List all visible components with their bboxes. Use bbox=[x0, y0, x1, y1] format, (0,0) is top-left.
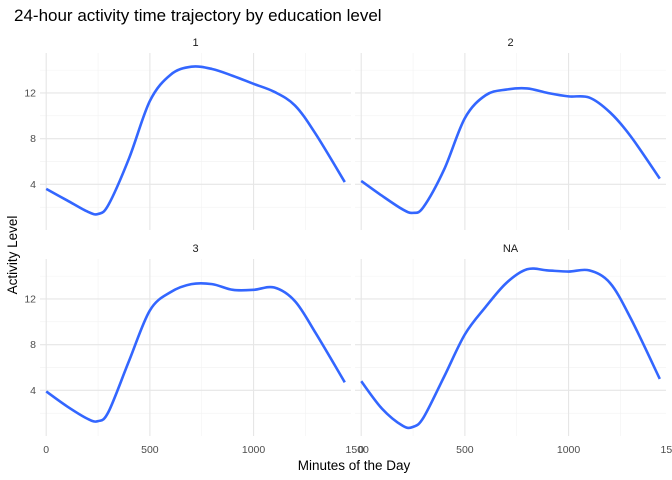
x-axis-title: Minutes of the Day bbox=[298, 458, 411, 473]
facet-label-2: 2 bbox=[507, 37, 513, 49]
x-tick-label: 1000 bbox=[242, 444, 266, 456]
series-line-2 bbox=[360, 86, 661, 215]
series-line-1 bbox=[45, 65, 346, 216]
facet-label-3: 3 bbox=[192, 243, 198, 255]
x-tick-label: 0 bbox=[43, 444, 49, 456]
y-tick-label: 12 bbox=[24, 87, 36, 99]
facet-panel-2: 2 bbox=[355, 37, 666, 230]
y-tick-label: 4 bbox=[30, 179, 36, 191]
facet-panels: 1 4 8 12 2 3 4 8 12 0 500 1000 1500 NA 0 500 1000 1500 bbox=[24, 37, 672, 456]
y-axis-title: Activity Level bbox=[5, 216, 20, 295]
x-tick-label: 1500 bbox=[661, 444, 672, 456]
facet-panel-3: 3 4 8 12 0 500 1000 1500 bbox=[24, 243, 369, 456]
facet-label-1: 1 bbox=[192, 37, 198, 49]
x-tick-label: 500 bbox=[456, 444, 474, 456]
x-tick-label: 0 bbox=[358, 444, 364, 456]
x-tick-label: 1000 bbox=[557, 444, 581, 456]
x-tick-label: 500 bbox=[141, 444, 159, 456]
y-tick-label: 4 bbox=[30, 385, 36, 397]
series-line-NA bbox=[360, 267, 661, 430]
series-line-3 bbox=[45, 281, 346, 423]
facet-panel-1: 1 4 8 12 bbox=[24, 37, 351, 230]
y-tick-label: 8 bbox=[30, 133, 36, 145]
facet-label-NA: NA bbox=[503, 243, 519, 255]
facet-panel-NA: NA 0 500 1000 1500 bbox=[355, 243, 672, 456]
y-tick-label: 12 bbox=[24, 293, 36, 305]
y-tick-label: 8 bbox=[30, 339, 36, 351]
x-tick-label: 1500 bbox=[346, 444, 370, 456]
chart-title: 24-hour activity time trajectory by educ… bbox=[14, 6, 382, 25]
